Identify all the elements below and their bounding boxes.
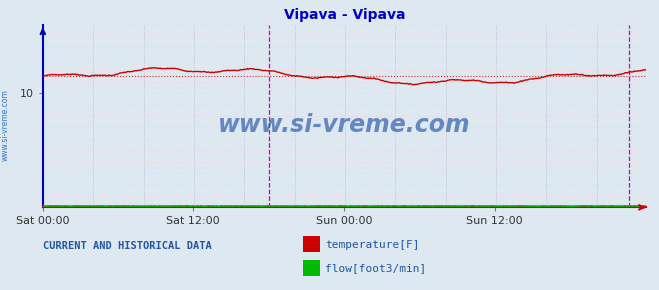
Text: www.si-vreme.com: www.si-vreme.com — [218, 113, 471, 137]
Text: CURRENT AND HISTORICAL DATA: CURRENT AND HISTORICAL DATA — [43, 241, 212, 251]
Text: temperature[F]: temperature[F] — [325, 240, 419, 250]
Title: Vipava - Vipava: Vipava - Vipava — [283, 8, 405, 22]
Text: www.si-vreme.com: www.si-vreme.com — [1, 89, 10, 161]
Text: flow[foot3/min]: flow[foot3/min] — [325, 263, 426, 273]
